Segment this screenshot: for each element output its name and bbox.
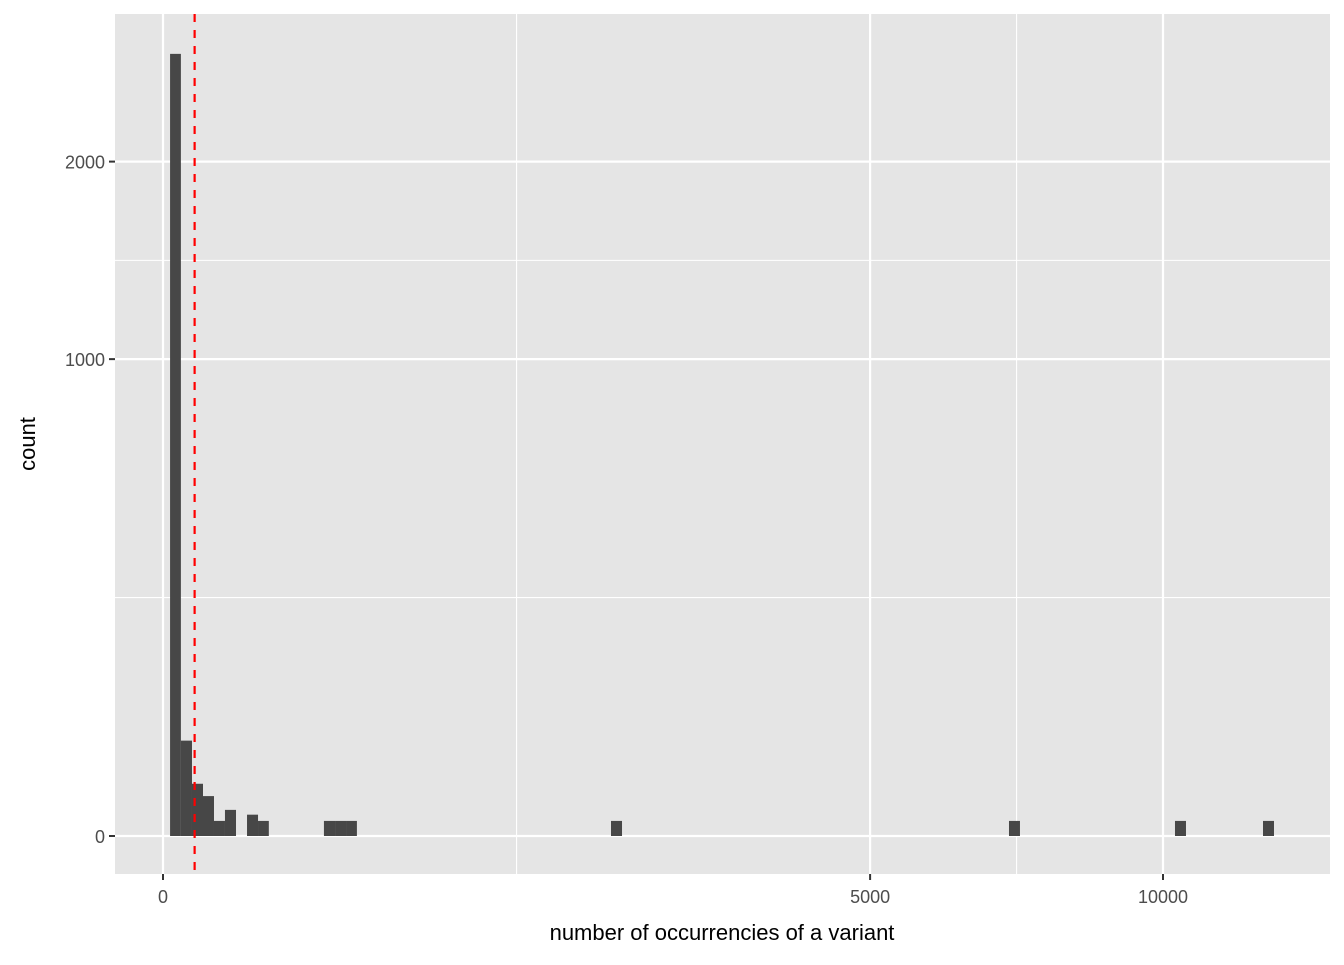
bars bbox=[170, 53, 1274, 837]
minor-gridlines bbox=[115, 14, 1330, 874]
y-tick-label: 0 bbox=[95, 827, 105, 847]
histogram-bar bbox=[191, 783, 203, 836]
histogram-bar bbox=[213, 820, 225, 836]
histogram-bar bbox=[610, 820, 623, 836]
histogram-bar bbox=[346, 820, 357, 836]
histogram-bar bbox=[335, 820, 347, 836]
plot-panel bbox=[115, 14, 1330, 874]
histogram-bar bbox=[247, 814, 259, 836]
histogram-bar bbox=[203, 796, 214, 836]
x-axis-label: number of occurrencies of a variant bbox=[550, 920, 895, 945]
x-tick-label: 0 bbox=[158, 887, 168, 907]
x-tick-label: 10000 bbox=[1138, 887, 1188, 907]
y-tick-label: 2000 bbox=[65, 153, 105, 173]
histogram-bar bbox=[323, 820, 336, 836]
y-tick-label: 1000 bbox=[65, 350, 105, 370]
histogram-bar bbox=[1174, 820, 1186, 836]
y-axis-label: count bbox=[15, 417, 40, 471]
major-gridlines bbox=[115, 14, 1330, 874]
histogram-bar bbox=[258, 820, 269, 836]
x-tick-label: 5000 bbox=[850, 887, 890, 907]
histogram-bar bbox=[180, 740, 192, 836]
histogram-bar bbox=[1263, 820, 1274, 836]
histogram-bar bbox=[224, 809, 237, 836]
axes: 0 5000 10000 0 1000 2000 bbox=[65, 153, 1188, 907]
histogram-bar bbox=[1008, 820, 1020, 836]
histogram-bar bbox=[170, 53, 181, 837]
